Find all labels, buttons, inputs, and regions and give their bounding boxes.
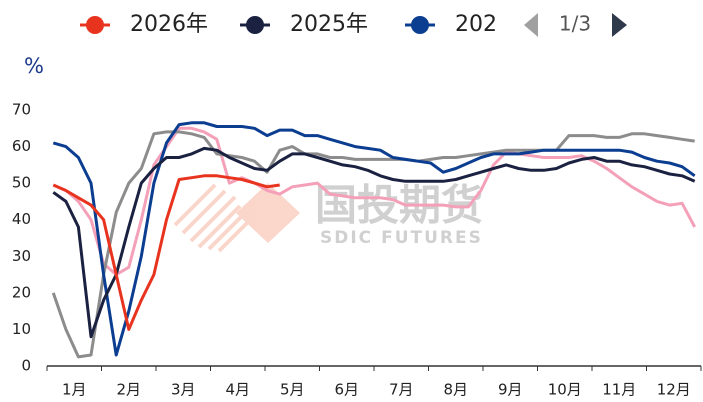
x-tick-label: 6月 — [334, 381, 359, 399]
x-tick-label: 1月 — [62, 381, 87, 399]
x-tick-label: 2月 — [116, 381, 141, 399]
y-tick-label: 30 — [12, 247, 31, 265]
x-tick-label: 11月 — [602, 381, 636, 399]
x-tick-label: 3月 — [171, 381, 196, 399]
y-tick-label: 40 — [12, 210, 31, 228]
legend-next[interactable] — [612, 13, 627, 37]
watermark-title: 国投期货 — [315, 181, 483, 230]
legend-prev[interactable] — [524, 13, 538, 37]
series-line — [52, 146, 696, 339]
series-line — [51, 130, 695, 359]
x-tick-label: 10月 — [548, 381, 582, 399]
x-tick-label: 12月 — [657, 381, 691, 399]
x-tick-label: 7月 — [389, 381, 414, 399]
legend-page: 1/3 — [559, 12, 591, 36]
legend-label: 202 — [455, 12, 497, 37]
y-axis-label: % — [24, 54, 44, 78]
y-tick-label: 60 — [12, 137, 31, 155]
legend-marker — [86, 16, 104, 34]
x-tick-label: 9月 — [498, 381, 523, 399]
series-line — [52, 174, 280, 331]
legend-marker — [246, 16, 264, 34]
x-tick-label: 5月 — [280, 381, 305, 399]
y-tick-label: 10 — [12, 320, 31, 338]
x-tick-label: 8月 — [443, 381, 468, 399]
legend-label: 2025年 — [290, 12, 368, 37]
y-tick-label: 50 — [12, 174, 31, 192]
y-tick-label: 70 — [12, 101, 31, 119]
y-tick-label: 20 — [12, 283, 31, 301]
x-tick-label: 4月 — [225, 381, 250, 399]
watermark-subtitle: SDIC FUTURES — [320, 228, 483, 248]
legend-label: 2026年 — [130, 12, 208, 37]
legend-marker — [411, 16, 429, 34]
y-tick-label: 0 — [21, 357, 31, 375]
watermark-logo — [173, 183, 300, 253]
